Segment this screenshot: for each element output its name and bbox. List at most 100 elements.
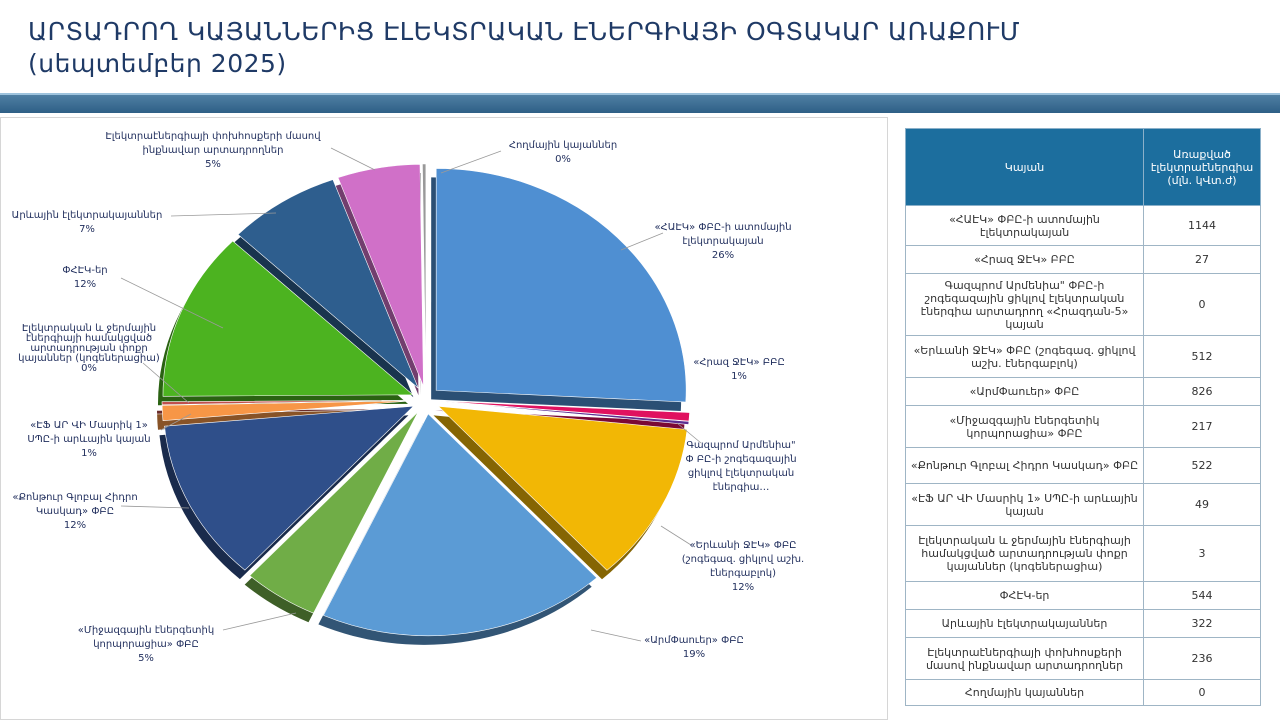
table-cell-name: «ՀԱԷԿ» ՓԲԸ-ի ատոմային էլեկտրակայան	[905, 205, 1144, 246]
header-station: Կայան	[905, 128, 1144, 206]
leader-line	[160, 413, 192, 431]
table-cell-value: 544	[1143, 581, 1261, 610]
table-row: «ԷՖ ԱՐ ՎԻ Մասրիկ 1» ՍՊԸ-ի արևային կայան 4…	[905, 483, 1261, 526]
slice-percent: 26%	[712, 250, 734, 261]
slice-label: Արևային էլեկտրակայաններ 7%	[12, 210, 163, 235]
slice-label-line: կորպորացիա» ՓԲԸ	[93, 639, 199, 650]
slice-label: «Քոնթուր Գլոբալ Հիդրո Կասկադ» ՓԲԸ 12%	[12, 492, 137, 531]
table-row: Գազպրոմ Արմենիա" ՓԲԸ-ի շոգեգազային ցիկլո…	[905, 273, 1261, 336]
table-row: Էլեկտրաէներգիայի փոխհոսքերի մասով ինքնավ…	[905, 637, 1261, 680]
table-cell-name: Էլեկտրական և ջերմային էներգիայի համակցվա…	[905, 525, 1144, 582]
leader-line	[120, 277, 224, 329]
slice-label-line: կայաններ (կոգեներացիա)	[18, 353, 160, 364]
leader-line	[590, 629, 642, 642]
slice-label-line: Գազպրոմ Արմենիա"	[686, 440, 795, 451]
table-cell-value: 322	[1143, 609, 1261, 638]
leader-line	[170, 212, 277, 217]
table-header-row: Կայան Առաքված էլեկտրաէներգիա (մլն. կՎտ.ժ…	[905, 128, 1261, 206]
header-band	[0, 93, 1280, 113]
pie-slice	[439, 401, 690, 425]
leader-line	[676, 422, 702, 444]
slice-label-line: (շոգեգազ. ցիկլով աշխ.	[682, 554, 804, 565]
title-line-2: (սեպտեմբեր 2025)	[28, 49, 287, 78]
pie-chart-frame: «ՀԱԷԿ» ՓԲԸ-ի ատոմային էլեկտրակայան 26% «Հրա…	[0, 117, 888, 720]
slice-label: Հողմային կայաններ 0%	[509, 140, 617, 165]
slice-label: «Միջազգային էներգետիկ կորպորացիա» ՓԲԸ 5%	[78, 625, 214, 664]
slice-label: «Հրազ ՋԷԿ» ԲԲԸ 1%	[693, 357, 785, 382]
leader-line	[222, 612, 297, 631]
slice-label: Գազպրոմ Արմենիա" Փ ԲԸ-ի շոգեգազային ցիկլով…	[685, 440, 796, 493]
pie-slice	[161, 400, 413, 422]
table-cell-name: ՓՀԷԿ-եր	[905, 581, 1144, 610]
pie-slice	[249, 411, 419, 614]
leader-line	[440, 150, 502, 174]
table-row: Արևային էլեկտրակայաններ 322	[905, 609, 1261, 638]
table-row: Էլեկտրական և ջերմային էներգիայի համակցվա…	[905, 525, 1261, 582]
slice-label-line: ՍՊԸ-ի արևային կայան	[27, 434, 150, 445]
slice-percent: 12%	[74, 279, 96, 290]
table-row: «ԱրմՓաուեր» ՓԲԸ 826	[905, 377, 1261, 406]
slice-percent: 12%	[732, 582, 754, 593]
slice-percent: 12%	[64, 520, 86, 531]
table-cell-name: «Քոնթուր Գլոբալ Հիդրո Կասկադ» ՓԲԸ	[905, 447, 1144, 484]
slice-label: «Երևանի ՋԷԿ» ՓԲԸ (շոգեգազ. ցիկլով աշխ. էնե…	[682, 540, 804, 593]
slice-label-line: «ԷՖ ԱՐ ՎԻ Մասրիկ 1»	[30, 420, 148, 431]
table-cell-value: 0	[1143, 679, 1261, 706]
pie-slice	[435, 168, 687, 403]
slice-label: Էլեկտրական և ջերմային էներգիայի համակցված…	[18, 323, 160, 374]
pie-slice	[237, 179, 419, 389]
slice-percent: 0%	[81, 363, 97, 374]
table-cell-name: Հողմային կայաններ	[905, 679, 1144, 706]
pie-slice	[162, 240, 414, 397]
slice-percent: 0%	[555, 154, 571, 165]
slice-label-line: «Հրազ ՋԷԿ» ԲԲԸ	[693, 357, 785, 368]
slice-label-line: «ՀԱԷԿ» ՓԲԸ-ի ատոմային	[654, 222, 791, 233]
table-row: Հողմային կայաններ 0	[905, 679, 1261, 706]
table-cell-name: «Երևանի ՋԷԿ» ՓԲԸ (շոգեգազ. ցիկլով աշխ. է…	[905, 335, 1144, 378]
slice-label-line: «ԱրմՓաուեր» ՓԲԸ	[644, 635, 744, 646]
table-cell-value: 522	[1143, 447, 1261, 484]
pie-slice	[322, 413, 598, 637]
pie-slice	[337, 163, 424, 387]
table-row: ՓՀԷԿ-եր 544	[905, 581, 1261, 610]
slice-percent: 5%	[138, 653, 154, 664]
table-row: «Քոնթուր Գլոբալ Հիդրո Կասկադ» ՓԲԸ 522	[905, 447, 1261, 484]
table-cell-name: «Հրազ ՋԷԿ» ԲԲԸ	[905, 245, 1144, 274]
pie-slice	[422, 163, 427, 387]
table-row: «Հրազ ՋԷԿ» ԲԲԸ 27	[905, 245, 1261, 274]
slice-label-line: էլեկտրակայան	[682, 236, 763, 247]
slice-label-line: ՓՀԷԿ-եր	[62, 265, 107, 276]
slice-percent: 7%	[79, 224, 95, 235]
slice-label-line: «Միջազգային էներգետիկ	[78, 625, 214, 636]
title-line-1: ԱՐՏԱԴՐՈՂ ԿԱՅԱՆՆԵՐԻՑ ԷԼԵԿՏՐԱԿԱՆ ԷՆԵՐԳԻԱՅԻ…	[28, 17, 1021, 46]
page-title: ԱՐՏԱԴՐՈՂ ԿԱՅԱՆՆԵՐԻՑ ԷԼԵԿՏՐԱԿԱՆ ԷՆԵՐԳԻԱՅԻ…	[28, 16, 1228, 80]
pie-top-layer	[161, 163, 690, 637]
table-cell-value: 27	[1143, 245, 1261, 274]
pie-slice	[164, 405, 415, 571]
leader-line	[120, 505, 190, 509]
slice-label: «ԱրմՓաուեր» ՓԲԸ 19%	[644, 635, 744, 660]
slice-label-line: Էլեկտրաէներգիայի փոխհոսքերի մասով	[105, 131, 321, 142]
slice-label-line: Կասկադ» ՓԲԸ	[36, 506, 114, 517]
slice-label-line: էներգիայի համակցված	[26, 333, 152, 344]
pie-chart: «ՀԱԷԿ» ՓԲԸ-ի ատոմային էլեկտրակայան 26% «Հրա…	[12, 131, 805, 664]
data-table: Կայան Առաքված էլեկտրաէներգիա (մլն. կՎտ.ժ…	[905, 128, 1261, 706]
pie-slice	[439, 400, 690, 422]
slice-label: ՓՀԷԿ-եր 12%	[62, 265, 107, 290]
leader-line	[142, 362, 190, 404]
leader-line	[620, 232, 664, 251]
table-cell-name: «Միջազգային էներգետիկ կորպորացիա» ՓԲԸ	[905, 405, 1144, 448]
slice-label-line: «Քոնթուր Գլոբալ Հիդրո	[12, 492, 137, 503]
table-cell-name: Արևային էլեկտրակայաններ	[905, 609, 1144, 638]
table-cell-value: 0	[1143, 273, 1261, 336]
slice-label-line: Արևային էլեկտրակայաններ	[12, 210, 163, 221]
slice-label-line: ինքնավար արտադրողներ	[143, 145, 284, 156]
slice-label-line: էներգաբլոկ)	[710, 568, 776, 579]
table-cell-value: 236	[1143, 637, 1261, 680]
table-cell-value: 217	[1143, 405, 1261, 448]
slice-label: «ՀԱԷԿ» ՓԲԸ-ի ատոմային էլեկտրակայան 26%	[654, 222, 791, 261]
slice-percent: 1%	[731, 371, 747, 382]
leader-line	[660, 525, 692, 546]
slice-label-line: էներգիա…	[713, 482, 770, 493]
slice-label-line: Հողմային կայաններ	[509, 140, 617, 151]
